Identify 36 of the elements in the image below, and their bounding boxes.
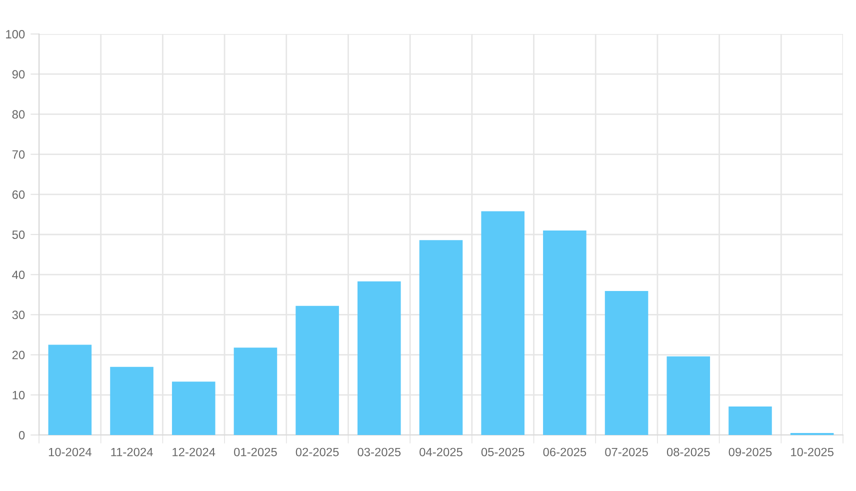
x-tick-label: 09-2025	[728, 448, 772, 456]
x-tick-label: 04-2025	[420, 448, 462, 456]
y-tick-label: 30	[12, 310, 25, 320]
bar	[358, 281, 401, 435]
bar	[172, 382, 216, 435]
bar	[296, 306, 339, 435]
bar	[666, 356, 710, 435]
y-tick-label: 90	[12, 70, 25, 79]
y-tick-label: 70	[12, 150, 25, 159]
x-tick-label: 02-2025	[296, 448, 339, 456]
bar	[110, 366, 154, 435]
y-tick-label: 100	[6, 30, 25, 38]
bar	[604, 291, 648, 435]
bar	[234, 348, 278, 435]
y-tick-label: 60	[12, 190, 25, 199]
x-tick-label: 07-2025	[605, 448, 648, 456]
x-tick-label: 10-2024	[48, 448, 92, 456]
bar	[481, 211, 524, 435]
x-tick-label: 06-2025	[543, 448, 586, 456]
bar	[728, 406, 772, 435]
bar	[543, 230, 586, 435]
x-tick-label: 01-2025	[234, 448, 277, 456]
y-tick-label: 0	[18, 430, 25, 440]
y-tick-label: 20	[12, 350, 25, 360]
x-tick-label: 12-2024	[172, 448, 216, 456]
y-tick-label: 50	[12, 230, 25, 239]
y-tick-label: 80	[12, 110, 25, 119]
bar	[48, 344, 92, 435]
x-tick-label: 11-2024	[111, 448, 153, 456]
bar	[419, 240, 463, 435]
x-tick-label: 08-2025	[666, 448, 710, 456]
x-tick-label: 05-2025	[481, 448, 524, 456]
x-tick-label: 10-2025	[791, 448, 834, 456]
y-tick-label: 40	[12, 270, 25, 280]
y-tick-label: 10	[12, 390, 25, 400]
x-tick-label: 03-2025	[358, 448, 401, 456]
